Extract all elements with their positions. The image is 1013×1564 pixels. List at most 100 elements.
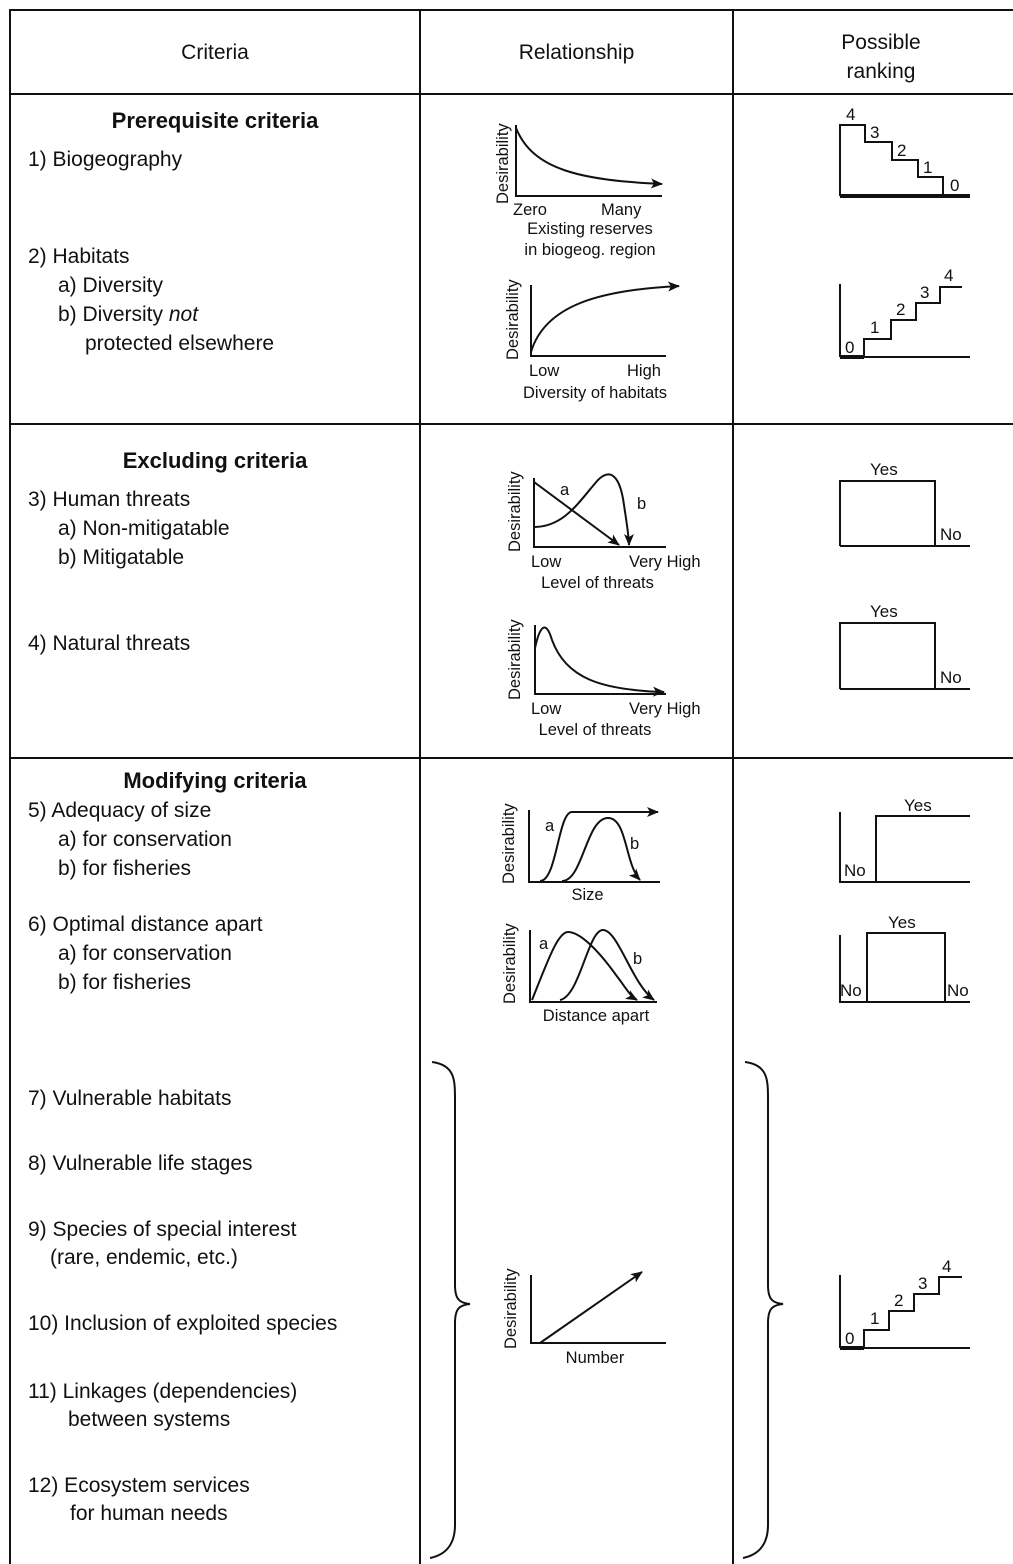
criterion-2a: a) Diversity [58,274,164,297]
header-ranking-line2: ranking [846,60,916,83]
header-relationship: Relationship [518,41,635,64]
g4-ylabel: Desirability [506,619,524,700]
ranking-no-yes-no [839,932,970,1003]
section-prerequisite: Prerequisite criteria [111,108,319,133]
ranking-yes-no-1 [839,480,970,547]
g5-caption: Size [571,886,604,904]
criterion-4: 4) Natural threats [28,632,191,655]
g2-x-low: Low [529,362,560,380]
g4-x-low: Low [531,700,562,718]
graph-size [528,807,660,883]
criterion-9-cont: (rare, endemic, etc.) [50,1246,238,1269]
criterion-8: 8) Vulnerable life stages [28,1152,253,1175]
criterion-3: 3) Human threats [28,488,191,511]
criterion-2b-cont: protected elsewhere [85,332,275,355]
g5-ylabel: Desirability [500,803,518,884]
criterion-10: 10) Inclusion of exploited species [28,1312,338,1335]
criterion-3a: a) Non-mitigatable [58,517,230,540]
g2-x-high: High [627,362,661,380]
g6-ylabel: Desirability [501,923,519,1004]
graph-human-threats [533,473,666,548]
ranking-no-yes [839,812,970,883]
rank7-step-1: 1 [870,1309,880,1328]
rank2-step-1: 1 [870,318,880,337]
rank7-step-2: 2 [894,1291,904,1310]
criterion-7: 7) Vulnerable habitats [28,1087,232,1110]
rank7-step-3: 3 [918,1274,928,1293]
rank1-step-1: 1 [923,158,933,177]
rank7-step-4: 4 [942,1257,952,1276]
criterion-5b: b) for fisheries [58,857,192,880]
g1-x-low: Zero [513,201,547,219]
g2-caption: Diversity of habitats [523,384,667,402]
rank2-step-4: 4 [944,266,954,285]
rank2-step-0: 0 [845,338,855,357]
g5-curve-a: a [545,817,555,835]
header-ranking-line1: Possible [841,31,921,54]
rank5-yes: Yes [904,796,932,815]
criterion-5: 5) Adequacy of size [28,799,212,822]
g1-caption-2: in biogeog. region [524,241,656,259]
rank2-step-2: 2 [896,300,906,319]
criterion-2: 2) Habitats [28,245,130,268]
criterion-2b: b) Diversity not [58,303,199,326]
criterion-12: 12) Ecosystem services [28,1474,250,1497]
g1-x-high: Many [601,201,642,219]
g3-x-high: Very High [629,553,701,571]
rank4-no: No [940,668,962,687]
rank3-no: No [940,525,962,544]
g6-caption: Distance apart [542,1007,650,1025]
header-criteria: Criteria [181,41,249,64]
right-brace [742,1061,784,1559]
criterion-11: 11) Linkages (dependencies) [28,1380,298,1403]
rank6-no-left: No [840,981,862,1000]
criterion-3b: b) Mitigatable [58,546,185,569]
g3-x-low: Low [531,553,562,571]
ranking-yes-no-2 [839,622,970,690]
rank5-no: No [844,861,866,880]
g3-ylabel: Desirability [506,471,524,552]
graph-natural-threats [534,625,666,697]
g1-caption-1: Existing reserves [527,220,653,238]
criterion-5a: a) for conservation [58,828,232,851]
g1-ylabel: Desirability [494,123,512,204]
ranking-ascending-steps-2 [839,1275,970,1350]
g6-curve-b: b [633,950,643,968]
g7-ylabel: Desirability [502,1268,520,1349]
rank1-step-2: 2 [897,141,907,160]
g4-x-high: Very High [629,700,701,718]
graph-existing-reserves [515,125,663,197]
ranking-descending-steps [839,124,970,198]
g4-caption: Level of threats [538,721,652,739]
rank4-yes: Yes [870,602,898,621]
criterion-12-cont: for human needs [70,1502,228,1525]
criterion-6a: a) for conservation [58,942,232,965]
criterion-11-cont: between systems [68,1408,231,1431]
graph-number [530,1271,666,1344]
ranking-ascending-steps [839,284,970,359]
criterion-9: 9) Species of special interest [28,1218,297,1241]
rank2-step-3: 3 [920,283,930,302]
rank3-yes: Yes [870,460,898,479]
rank1-step-3: 3 [870,123,880,142]
criterion-6: 6) Optimal distance apart [28,913,263,936]
graph-habitat-diversity [530,281,680,357]
left-brace [429,1061,471,1559]
g3-curve-a: a [560,481,570,499]
criterion-6b: b) for fisheries [58,971,192,994]
g3-curve-b: b [637,495,647,513]
criterion-1: 1) Biogeography [28,148,183,171]
graph-distance-apart [529,928,657,1003]
g3-caption: Level of threats [541,574,654,592]
rank6-yes: Yes [888,913,916,932]
g2-ylabel: Desirability [504,279,522,360]
section-excluding: Excluding criteria [122,448,308,473]
rank1-step-4: 4 [846,105,856,124]
g7-caption: Number [565,1349,625,1367]
g6-curve-a: a [539,935,549,953]
rank6-no-right: No [947,981,969,1000]
rank1-step-0: 0 [950,176,960,195]
table-grid [9,9,1013,1564]
